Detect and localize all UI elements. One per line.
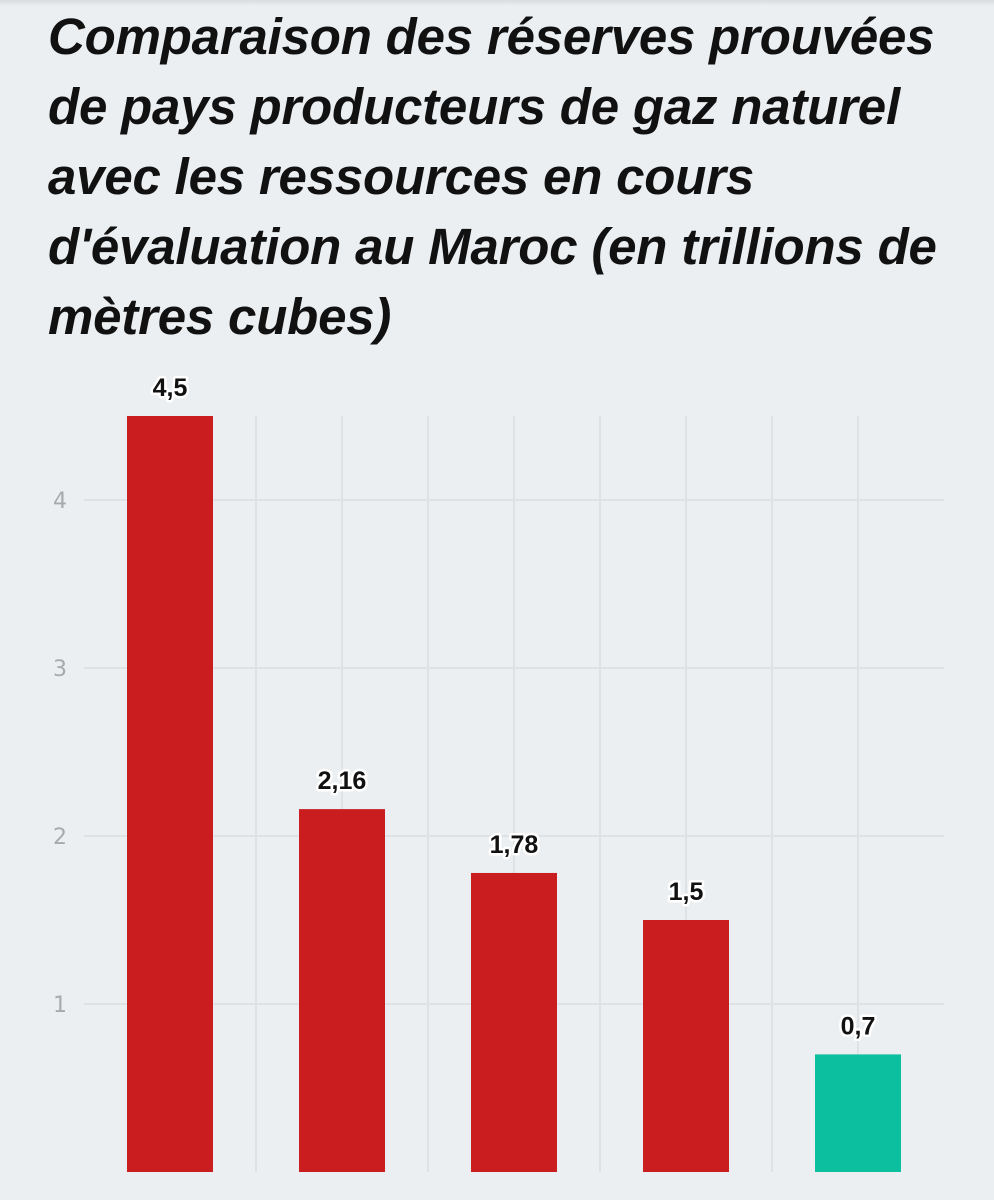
bar-value-label: 1,78 (490, 831, 539, 859)
bar (471, 872, 557, 1172)
chart-title: Comparaison des réserves prouvées de pay… (48, 8, 937, 345)
y-axis-ticks: 1 2 3 4 (53, 489, 67, 1018)
top-shadow-strip (0, 0, 994, 6)
y-tick-label: 2 (53, 825, 67, 850)
bar (643, 920, 729, 1172)
bar-value-label: 1,5 (669, 878, 704, 906)
bar (127, 416, 213, 1172)
bar (299, 809, 385, 1172)
value-labels: 4,5 2,16 1,78 1,5 0,7 (150, 372, 878, 1043)
y-tick-label: 3 (53, 657, 67, 682)
bar-value-label: 2,16 (318, 767, 367, 795)
bar (815, 1054, 901, 1172)
bars (127, 416, 901, 1172)
y-tick-label: 1 (53, 993, 67, 1018)
bar-value-label: 4,5 (153, 374, 188, 402)
bar-value-label: 0,7 (841, 1012, 876, 1040)
y-tick-label: 4 (53, 489, 67, 514)
